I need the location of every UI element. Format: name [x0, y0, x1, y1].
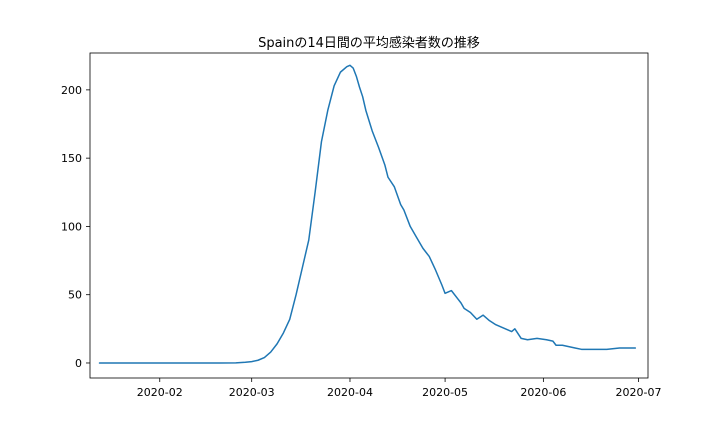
x-axis: 2020-02 2020-03 2020-04 2020-05 2020-06 2020-… [137, 378, 662, 399]
axes-frame [89, 52, 649, 379]
plot-area: 2020-02 2020-03 2020-04 2020-05 2020-06 2020-… [61, 52, 662, 399]
y-tick-label: 200 [61, 84, 82, 97]
x-tick-label: 2020-07 [616, 386, 662, 399]
x-tick-label: 2020-03 [229, 386, 275, 399]
chart-title: Spainの14日間の平均感染者数の推移 [258, 35, 480, 51]
x-tick-label: 2020-05 [422, 386, 468, 399]
y-tick-label: 150 [61, 152, 82, 165]
y-tick-label: 100 [61, 220, 82, 233]
x-tick-label: 2020-04 [327, 386, 373, 399]
x-tick-label: 2020-02 [137, 386, 183, 399]
series-line [98, 64, 637, 364]
x-tick-label: 2020-06 [520, 386, 566, 399]
y-tick-label: 0 [75, 357, 82, 370]
y-axis: 0 50 100 150 200 [61, 84, 90, 370]
y-tick-label: 50 [68, 289, 82, 302]
